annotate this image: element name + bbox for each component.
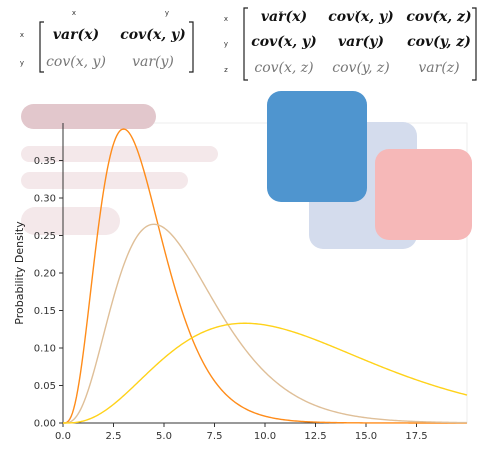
x-tick-label: 12.5 [304,431,326,442]
blue-block [267,91,367,202]
matrix2-row-header: y [20,59,24,67]
y-axis-label: Probability Density [13,221,26,325]
density-curve-1 [62,128,467,424]
x-axis-ticks: 0.0 2.5 5.0 7.5 10.0 12.5 15.0 17.5 [55,423,428,442]
pill-bar [21,104,156,129]
matrix2-row-header: x [20,31,24,39]
y-axis-ticks: 0.00 0.05 0.10 0.15 0.20 0.25 0.30 0.35 [34,156,63,430]
matrix3-cell: cov(x, y) [328,9,393,25]
matrix2-cell: cov(x, y) [46,54,106,70]
density-curves [62,128,468,424]
x-tick-label: 2.5 [106,431,122,442]
matrix3-row-header: y [224,40,228,48]
matrix2-cell: var(y) [132,54,174,70]
y-tick-label: 0.15 [34,306,56,317]
matrix3-col-header: x [279,9,283,17]
matrix3-cell: cov(y, z) [332,60,389,76]
y-tick-label: 0.05 [34,381,56,392]
y-tick-label: 0.30 [34,194,56,205]
x-tick-label: 7.5 [207,431,223,442]
x-tick-label: 15.0 [355,431,377,442]
matrix3-cell: cov(x, y) [251,34,316,50]
matrix3-row-header: x [224,15,228,23]
covariance-matrix-3x3: x y z x y z var(x) cov(x, y) cov(x, z) c… [224,7,477,81]
matrix2-right-bracket [189,21,194,73]
matrix3-right-bracket [472,7,477,81]
x-tick-label: 17.5 [405,431,427,442]
y-tick-label: 0.25 [34,231,56,242]
matrix3-cell: cov(x, z) [254,60,313,76]
density-curve-2 [62,223,468,424]
matrix2-col-header: x [72,9,76,17]
matrix2-col-header: y [165,9,169,17]
pill-bar [21,207,120,235]
matrix3-cell: cov(y, z) [407,34,471,50]
matrix3-col-header: y [356,9,360,17]
matrix2-cell: cov(x, y) [120,27,185,43]
pill-bar [21,146,218,162]
covariance-matrix-2x2: x y x y var(x) cov(x, y) cov(x, y) var(y… [20,9,194,73]
matrix2-cell: var(x) [53,27,99,43]
y-tick-label: 0.20 [34,269,56,280]
density-chart: 0.0 2.5 5.0 7.5 10.0 12.5 15.0 17.5 0.00 0.05 0.1… [13,91,472,442]
matrix3-col-header: z [436,9,440,17]
y-tick-label: 0.00 [34,419,56,430]
matrix3-row-header: z [224,66,228,74]
salmon-block [375,149,472,240]
matrix2-left-bracket [39,21,44,73]
x-tick-label: 10.0 [254,431,276,442]
matrix3-left-bracket [243,7,248,81]
matrix3-cell: var(y) [338,34,384,50]
density-curve-3 [63,322,468,424]
y-tick-label: 0.10 [34,344,56,355]
x-tick-label: 0.0 [55,431,71,442]
matrix3-cell: var(z) [418,60,459,76]
x-tick-label: 5.0 [156,431,172,442]
y-tick-label: 0.35 [34,156,56,167]
matrix3-cell: cov(x, z) [406,9,471,25]
matrix3-cell: var(x) [261,9,307,25]
